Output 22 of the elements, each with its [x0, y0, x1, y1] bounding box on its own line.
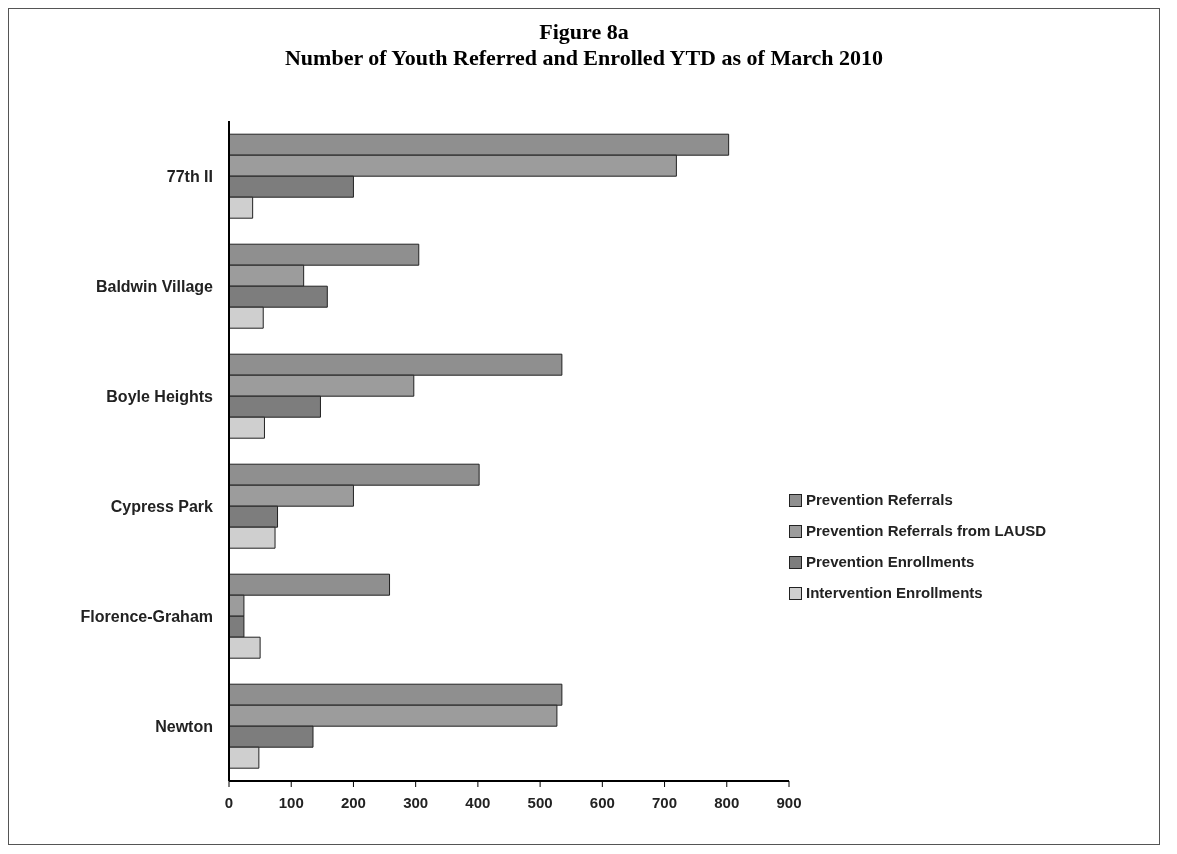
y-tick-label: Boyle Heights — [106, 387, 214, 405]
legend-label: Prevention Enrollments — [806, 553, 975, 570]
x-tick-label: 400 — [465, 793, 491, 811]
y-tick-label: Newton — [155, 717, 213, 735]
legend-label: Prevention Referrals from LAUSD — [806, 522, 1047, 539]
chart-title: Figure 8a — [538, 19, 630, 45]
x-tick-label: 600 — [589, 793, 615, 811]
y-tick-label: Florence-Graham — [80, 607, 213, 625]
x-tick-label: 900 — [776, 793, 802, 811]
chart-subtitle: Number of Youth Referred and Enrolled YTD as of March 2010 — [283, 45, 885, 71]
x-tick-label: 100 — [278, 793, 304, 811]
x-tick-label: 500 — [527, 793, 553, 811]
x-tick-label: 0 — [224, 793, 234, 811]
y-tick-label: 77th II — [166, 167, 213, 185]
legend-label: Intervention Enrollments — [806, 584, 983, 601]
x-tick-label: 700 — [652, 793, 678, 811]
legend-label: Prevention Referrals — [806, 491, 953, 508]
y-tick-label: Baldwin Village — [95, 277, 214, 295]
x-tick-label: 200 — [340, 793, 366, 811]
x-tick-label: 300 — [403, 793, 429, 811]
y-tick-label: Cypress Park — [110, 497, 214, 515]
x-tick-label: 800 — [714, 793, 740, 811]
